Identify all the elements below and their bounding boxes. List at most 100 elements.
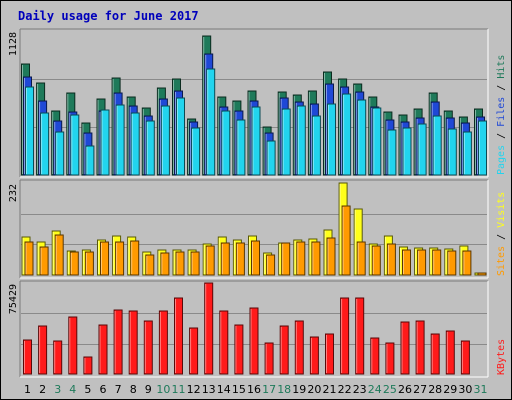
bar-kbytes-day-3 [53, 340, 63, 375]
bar-pages-day-7 [115, 104, 125, 176]
bar-sites-day-4 [69, 251, 79, 276]
bar-sites-day-14 [220, 242, 230, 276]
bar-sites-day-11 [175, 251, 185, 276]
bar-kbytes-day-17 [264, 342, 274, 375]
x-tick-label: 21 [323, 383, 337, 396]
bar-kbytes-day-18 [279, 325, 289, 375]
bar-sites-day-28 [432, 249, 442, 276]
bar-kbytes-day-10 [158, 310, 168, 375]
bar-kbytes-day-5 [83, 356, 93, 375]
x-tick-label: 27 [413, 383, 427, 396]
bar-sites-day-21 [326, 237, 336, 276]
bar-kbytes-day-16 [249, 307, 259, 375]
bar-sites-day-26 [402, 249, 411, 276]
bar-pages-day-5 [85, 145, 95, 176]
bar-sites-day-16 [251, 240, 260, 276]
x-tick-label: 20 [307, 383, 321, 396]
bar-pages-day-1 [25, 86, 34, 176]
bar-pages-day-24 [372, 107, 382, 176]
x-tick-label: 19 [292, 383, 306, 396]
bar-pages-day-25 [387, 129, 397, 176]
bar-sites-day-17 [266, 254, 276, 276]
bar-sites-day-9 [145, 254, 155, 276]
chart-title: Daily usage for June 2017 [18, 9, 199, 23]
x-tick-label: 29 [443, 383, 457, 396]
bar-pages-day-15 [236, 119, 246, 176]
x-tick-label: 4 [69, 383, 76, 396]
x-tick-label: 9 [145, 383, 152, 396]
panel-kbytes-max-label: 75429 [8, 284, 19, 314]
bar-kbytes-day-23 [355, 297, 365, 375]
bar-kbytes-day-6 [98, 324, 108, 375]
bar-kbytes-day-12 [189, 327, 199, 375]
bar-sites-day-22 [341, 205, 351, 276]
bar-sites-day-25 [386, 243, 396, 276]
bar-sites-day-29 [447, 250, 457, 276]
bar-sites-day-23 [356, 241, 366, 276]
bar-kbytes-day-21 [325, 333, 334, 375]
x-tick-label: 1 [24, 383, 31, 396]
legend-pages: Pages [496, 145, 507, 175]
x-tick-label: 2 [39, 383, 46, 396]
x-tick-label: 24 [368, 383, 382, 396]
panel-visits-max-label: 232 [8, 184, 19, 202]
bar-pages-day-20 [311, 115, 321, 176]
bar-pages-day-27 [417, 123, 427, 176]
x-tick-label: 10 [156, 383, 170, 396]
legend-files: Files [496, 97, 507, 127]
bar-kbytes-day-4 [68, 316, 78, 375]
bar-pages-day-6 [100, 109, 110, 176]
x-tick-label: 3 [54, 383, 61, 396]
bar-pages-day-17 [266, 140, 276, 176]
x-tick-label: 5 [84, 383, 91, 396]
bar-sites-day-2 [39, 246, 49, 276]
bar-pages-day-11 [176, 97, 185, 176]
panel-kbytes: 75429 KBytes [8, 280, 507, 378]
bar-kbytes-day-29 [445, 330, 455, 375]
bar-kbytes-day-22 [340, 297, 350, 375]
legend-hits: Hits [496, 55, 507, 79]
x-tick-label: 8 [130, 383, 137, 396]
x-tick-label: 26 [398, 383, 412, 396]
x-tick-label: 28 [428, 383, 442, 396]
bar-kbytes-day-28 [430, 333, 440, 375]
bar-kbytes-day-15 [234, 324, 244, 375]
bar-sites-day-1 [24, 241, 34, 276]
x-tick-label: 17 [262, 383, 276, 396]
x-tick-label: 30 [458, 383, 472, 396]
bar-kbytes-day-20 [309, 336, 319, 375]
bar-sites-day-10 [160, 252, 170, 276]
bar-kbytes-day-30 [460, 340, 470, 375]
legend-kbytes: KBytes [496, 339, 507, 375]
chart-panels: 1128 Pages / Files / Hits 232 Sites / Visit… [8, 28, 507, 378]
bar-sites-day-13 [205, 245, 215, 276]
bar-pages-day-13 [206, 68, 216, 176]
panel-visits-legend: Sites / Visits [496, 192, 507, 276]
bar-pages-day-22 [342, 93, 352, 176]
x-tick-label: 7 [115, 383, 122, 396]
bar-kbytes-day-2 [38, 325, 48, 375]
bar-sites-day-12 [190, 251, 200, 276]
panel-requests-legend: Pages / Files / Hits [496, 55, 507, 175]
bar-kbytes-day-13 [204, 282, 214, 375]
bar-sites-day-18 [281, 242, 291, 276]
x-tick-label: 18 [277, 383, 291, 396]
legend-separator: / [496, 127, 507, 145]
x-tick-label: 25 [383, 383, 397, 396]
bar-kbytes-day-1 [23, 339, 32, 375]
legend-visits: Visits [496, 192, 507, 228]
x-tick-label: 31 [474, 383, 488, 396]
bar-pages-day-30 [462, 131, 472, 176]
bar-sites-day-8 [130, 240, 140, 276]
bar-pages-day-9 [145, 120, 155, 176]
bar-pages-day-3 [55, 131, 65, 176]
bar-sites-day-27 [417, 249, 427, 276]
bar-kbytes-day-27 [415, 320, 425, 375]
x-tick-label: 14 [217, 383, 231, 396]
x-tick-label: 6 [100, 383, 107, 396]
bar-pages-day-10 [160, 105, 170, 176]
x-tick-label: 11 [172, 383, 186, 396]
bar-kbytes-day-11 [174, 297, 183, 375]
bar-sites-day-30 [462, 250, 472, 276]
